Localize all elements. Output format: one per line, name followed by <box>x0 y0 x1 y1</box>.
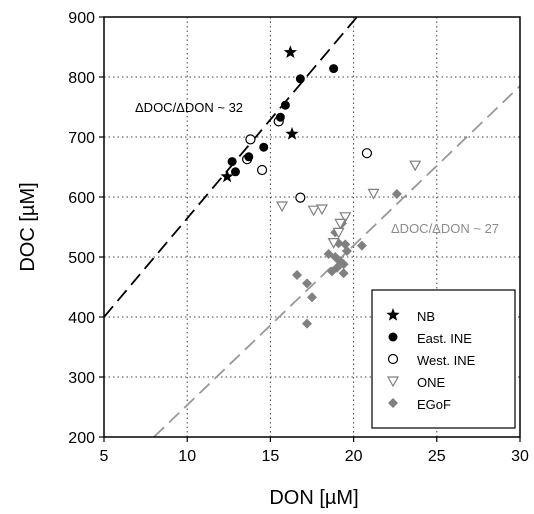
point-egof <box>302 278 313 289</box>
point-west-ine <box>361 148 373 159</box>
point-east-ine <box>295 74 305 84</box>
legend-label-egof: EGoF <box>417 397 451 412</box>
y-axis-label: DOC [µM] <box>17 182 39 271</box>
point-one <box>327 238 340 249</box>
point-east-ine <box>275 112 285 122</box>
x-tick-label: 30 <box>511 448 529 465</box>
point-egof <box>307 292 317 303</box>
y-tick-label: 700 <box>68 130 95 147</box>
legend-label-west-ine: West. INE <box>417 353 476 368</box>
axis-ticks: 5 10 15 20 25 30 200 300 400 500 600 700 800 900 <box>68 10 529 465</box>
plot-frame <box>103 16 521 438</box>
point-east-ine <box>230 167 240 177</box>
legend-label-one: ONE <box>417 375 446 390</box>
y-tick-label: 600 <box>68 190 95 207</box>
point-egof <box>338 259 349 270</box>
point-egof <box>356 240 367 251</box>
point-west-ine <box>256 164 268 176</box>
point-one <box>334 218 347 230</box>
legend-marker-west-ine <box>387 353 399 365</box>
point-one <box>307 205 320 217</box>
point-one <box>409 160 422 172</box>
fit-label-gray: ΔDOC/ΔDON ~ 27 <box>391 221 499 236</box>
legend-label-nb: NB <box>417 309 435 324</box>
legend: NB East. INE West. INE ONE EGoF <box>371 289 516 429</box>
legend-marker-one <box>386 376 400 388</box>
fit-line-black <box>104 17 358 318</box>
fit-label-black: ΔDOC/ΔDON ~ 32 <box>135 100 243 115</box>
y-tick-label: 400 <box>68 310 95 327</box>
x-tick-label: 20 <box>345 448 363 465</box>
y-tick-label: 500 <box>68 250 95 267</box>
point-one <box>339 212 352 224</box>
point-nb <box>285 127 299 140</box>
x-tick-label: 25 <box>428 448 446 465</box>
point-one <box>332 227 345 239</box>
point-east-ine <box>259 142 269 152</box>
point-egof <box>302 318 313 329</box>
point-west-ine <box>295 192 306 203</box>
point-nb <box>283 45 298 59</box>
point-egof <box>391 189 402 199</box>
legend-marker-nb <box>386 308 400 321</box>
data-points <box>220 45 422 329</box>
point-one <box>367 188 380 200</box>
point-one <box>276 201 289 213</box>
point-east-ine <box>280 100 290 110</box>
y-tick-label: 800 <box>68 70 95 87</box>
legend-marker-egof <box>388 398 398 408</box>
y-tick-label: 200 <box>68 430 95 447</box>
x-axis-label: DON [µM] <box>269 487 358 509</box>
x-tick-label: 10 <box>178 448 196 465</box>
point-east-ine <box>244 152 254 162</box>
point-egof <box>338 268 349 279</box>
point-nb <box>220 169 234 183</box>
x-tick-label: 15 <box>262 448 280 465</box>
point-egof <box>292 270 303 280</box>
point-egof <box>341 246 352 256</box>
point-egof <box>331 262 342 273</box>
point-west-ine <box>245 134 256 145</box>
x-tick-label: 5 <box>100 448 109 465</box>
point-east-ine <box>329 64 339 74</box>
legend-label-east-ine: East. INE <box>417 331 472 346</box>
y-tick-label: 300 <box>68 370 95 387</box>
point-one <box>315 204 329 216</box>
point-east-ine <box>227 157 237 167</box>
y-tick-label: 900 <box>68 10 95 27</box>
legend-marker-east-ine <box>388 332 398 342</box>
